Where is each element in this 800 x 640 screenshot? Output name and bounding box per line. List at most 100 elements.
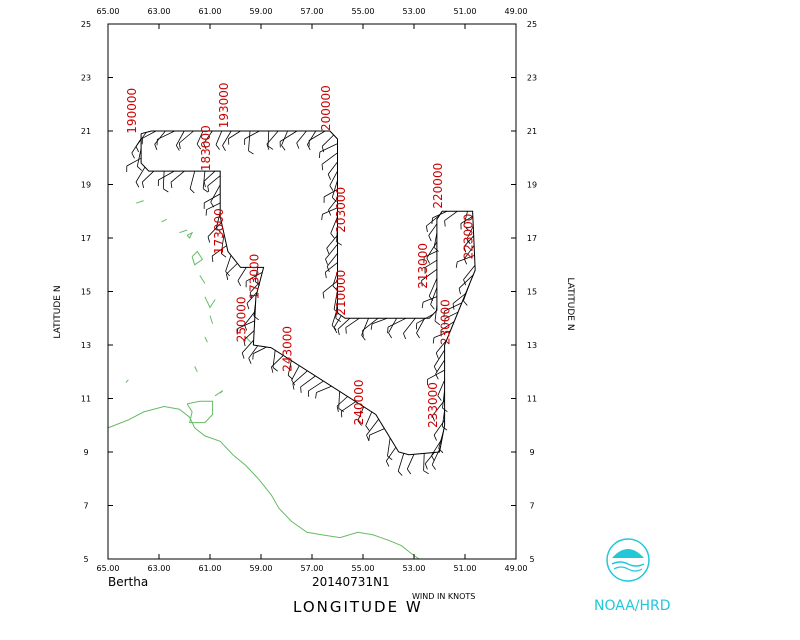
wind-barb [248,130,251,151]
lat-tick-label: 5 [83,555,88,564]
wind-barb [142,130,157,139]
wind-barb [430,287,438,305]
lat-tick-label: 11 [527,395,537,404]
coastline [107,405,420,560]
wind-barb-feather [319,151,321,159]
flight-id: 20140731N1 [312,575,390,589]
wind-barb-feather [266,143,270,150]
wind-barb [135,166,146,183]
lat-tick-label: 17 [527,234,537,243]
wind-barb-feather [332,285,338,291]
coastline [161,218,167,223]
time-label: 183000 [199,125,213,171]
wind-barb [388,318,397,333]
wind-barb [329,170,338,186]
wind-barb [307,130,317,145]
wind-barb [316,385,332,393]
wind-barb [457,255,475,263]
wind-barb-feather [241,352,245,359]
wind-barb [207,222,222,237]
wind-barb [237,320,255,329]
wind-barb [333,289,338,310]
lon-tick-label: 61.00 [199,564,222,573]
wind-barb [321,134,334,147]
wind-barb-feather [433,434,437,441]
wind-barb [432,399,445,417]
wind-barb [365,411,373,426]
wind-barb [422,296,438,303]
wind-barb-feather [202,188,209,193]
wind-barb-feather [203,181,206,188]
wind-barb-feather [248,358,252,364]
wind-barb-feather [442,426,448,431]
wind-barb-feather [433,247,439,252]
wind-barb [428,278,438,297]
wind-barb [385,447,397,462]
wind-barb [228,130,241,139]
wind-barb [466,225,474,240]
coastline [199,275,206,284]
lon-tick-label: 63.00 [148,7,171,16]
wind-barb [175,130,185,146]
wind-barb [463,235,474,247]
time-label: 203000 [334,187,348,233]
wind-barb-feather [406,468,412,475]
wind-barb [225,255,232,272]
lat-tick-label: 7 [83,502,88,511]
wind-barb [403,318,416,334]
wind-barb-feather [330,233,335,239]
wind-barb-feather [215,144,220,150]
lat-tick-label: 13 [527,341,537,350]
wind-barb-feather [222,145,226,151]
wind-barb-feather [463,258,468,265]
time-label: 230000 [439,299,453,345]
coastline [125,379,129,383]
wind-barb [241,339,254,354]
wind-barb-feather [428,295,434,302]
wind-barb-feather [131,152,135,159]
wind-barb [357,406,365,421]
wind-units-label: WIND IN KNOTS [412,592,476,601]
wind-barb-feather [458,288,461,295]
wind-barb-feather [423,470,429,475]
wind-barb-feather [426,225,428,233]
wind-barb [189,170,196,189]
wind-barb-feather [325,258,328,265]
wind-barb-feather [433,366,438,372]
wind-barb-feather [365,425,370,431]
lon-tick-label: 57.00 [301,564,324,573]
wind-barb [452,293,466,304]
wind-barb [421,268,438,281]
wind-barb [170,170,185,183]
wind-barb [203,170,216,182]
coastline [204,336,208,343]
wind-barb [300,375,316,388]
wind-barb-feather [437,395,442,401]
wind-barb-feather [135,181,140,188]
lat-tick-label: 21 [527,127,537,136]
wind-barb [253,346,267,354]
wind-barb-feather [287,375,293,380]
axis-ticks: 65.00 65.00 63.00 63.00 61.00 61.00 59.00 59.00… [81,7,537,573]
wind-barb [142,170,155,183]
wind-barb [433,349,445,367]
wind-barb [215,212,221,229]
wind-barb [254,267,259,282]
wind-barb [362,317,379,331]
wind-barb [424,452,435,464]
wind-barb [220,233,225,254]
wind-barb-feather [387,455,393,461]
wind-barb [328,198,338,211]
lat-tick-label: 21 [81,127,91,136]
storm-name: Bertha [108,575,149,589]
wind-barb-feather [141,182,144,189]
wind-barb [243,330,255,341]
wind-barb-feather [416,332,420,339]
wind-barb [308,380,324,392]
wind-barb-feather [292,383,295,390]
wind-barb [179,130,194,144]
wind-barb-feather [370,323,373,330]
wind-barb-feather [170,182,173,189]
wind-barb-feather [249,292,253,299]
